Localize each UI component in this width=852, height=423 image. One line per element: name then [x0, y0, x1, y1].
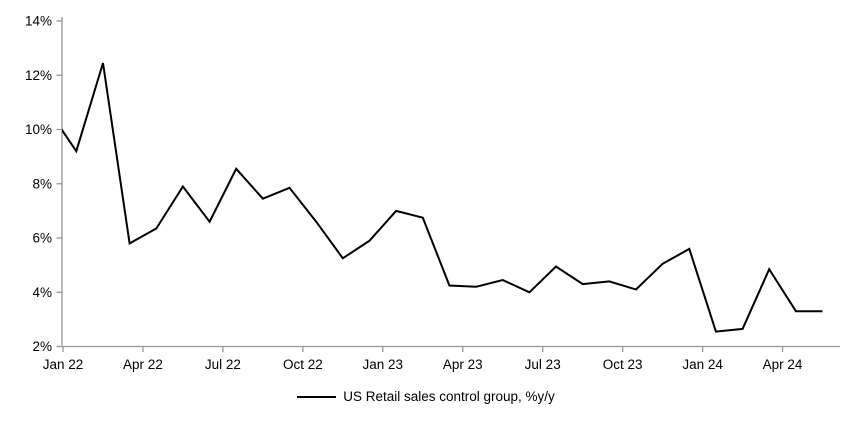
axes	[61, 17, 840, 348]
x-tick-label: Jul 23	[525, 357, 561, 372]
x-tick-label: Jan 23	[363, 357, 404, 372]
x-tick-label: Apr 24	[763, 357, 803, 372]
y-tick-label: 6%	[32, 231, 52, 246]
y-tick-label: 10%	[25, 122, 52, 137]
x-tick-label: Apr 22	[123, 357, 163, 372]
legend-line-sample	[297, 395, 337, 398]
y-tick-label: 4%	[32, 285, 52, 300]
data-series	[62, 62, 823, 333]
x-tick-label: Jan 22	[43, 357, 84, 372]
data-line	[62, 62, 823, 333]
x-tick-label: Oct 23	[603, 357, 643, 372]
y-tick-label: 14%	[25, 14, 52, 29]
x-tick-label: Jan 24	[682, 357, 723, 372]
y-tick-label: 8%	[32, 176, 52, 191]
x-tick-label: Apr 23	[443, 357, 483, 372]
chart-legend: US Retail sales control group, %y/y	[0, 389, 852, 404]
legend-label: US Retail sales control group, %y/y	[343, 389, 555, 404]
x-axis: Jan 22 Apr 22 Jul 22 Oct 22 Jan 23 Apr 23 Jul …	[43, 346, 803, 372]
x-tick-label: Jul 22	[205, 357, 241, 372]
x-tick-label: Oct 22	[283, 357, 323, 372]
y-axis: 14% 12% 10% 8% 6% 4% 2%	[25, 14, 62, 354]
y-tick-label: 12%	[25, 68, 52, 83]
y-tick-label: 2%	[32, 339, 52, 354]
